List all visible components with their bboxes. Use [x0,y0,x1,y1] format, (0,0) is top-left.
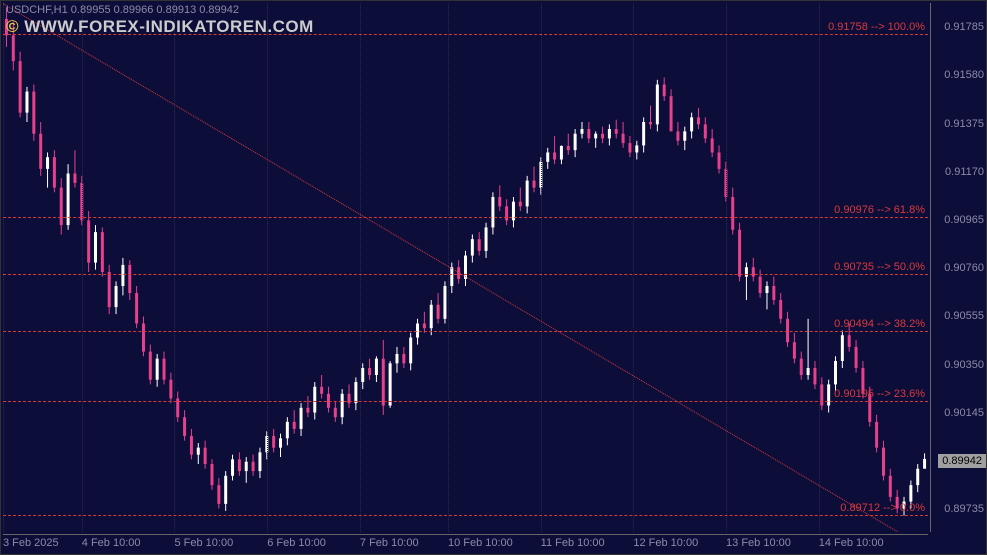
ohlc-values: 0.89955 0.89966 0.89913 0.89942 [71,4,239,16]
x-tick: 4 Feb 10:00 [82,537,141,549]
fib-label: 0.90494 --> 38.2% [834,318,925,331]
y-tick: 0.90555 [944,310,984,322]
x-gridline [726,3,727,532]
x-gridline [82,3,83,532]
watermark: © WWW.FOREX-INDIKATOREN.COM [6,17,314,37]
y-tick: 0.90350 [944,359,984,371]
y-tick: 0.90145 [944,407,984,419]
y-tick: 0.90965 [944,214,984,226]
fib-line [3,331,928,332]
x-gridline [174,3,175,532]
fib-label: 0.89712 --> 0.0% [840,502,925,515]
y-tick: 0.91580 [944,69,984,81]
y-tick: 0.90760 [944,262,984,274]
fib-label: 0.91758 --> 100.0% [828,21,925,34]
fib-label: 0.90976 --> 61.8% [834,204,925,217]
symbol-label: USDCHF,H1 [6,4,68,16]
x-tick: 3 Feb 2025 [3,537,59,549]
candles-layer [3,3,928,532]
x-tick: 13 Feb 10:00 [726,537,791,549]
x-tick: 14 Feb 10:00 [819,537,884,549]
plot-area[interactable]: 0.91758 --> 100.0% 0.90976 --> 61.8% 0.907… [3,3,928,532]
x-gridline [819,3,820,532]
x-gridline [633,3,634,532]
x-tick: 6 Feb 10:00 [267,537,326,549]
y-tick: 0.89735 [944,503,984,515]
x-tick: 10 Feb 10:00 [448,537,513,549]
copyright-symbol: © [6,17,19,36]
x-axis: 3 Feb 2025 4 Feb 10:00 5 Feb 10:00 6 Feb 10… [3,534,928,554]
y-tick: 0.91170 [945,166,984,178]
fib-line [3,274,928,275]
y-tick: 0.91785 [944,21,984,33]
fib-label: 0.90735 --> 50.0% [834,261,925,274]
x-gridline [541,3,542,532]
fib-label: 0.90195 --> 23.6% [834,388,925,401]
y-axis: 0.91785 0.91580 0.91375 0.91170 0.90965 0.907… [930,3,986,532]
ohlc-header: USDCHF,H1 0.89955 0.89966 0.89913 0.8994… [6,4,239,16]
y-tick: 0.91375 [944,118,984,130]
x-tick: 11 Feb 10:00 [541,537,605,549]
chart-container[interactable]: USDCHF,H1 0.89955 0.89966 0.89913 0.8994… [0,0,987,555]
x-gridline [3,3,4,532]
fib-line [3,515,928,516]
watermark-text: WWW.FOREX-INDIKATOREN.COM [24,17,314,36]
x-tick: 12 Feb 10:00 [633,537,698,549]
x-gridline [360,3,361,532]
x-tick: 7 Feb 10:00 [360,537,419,549]
last-price-tag: 0.89942 [938,454,986,468]
x-gridline [267,3,268,532]
fib-line [3,217,928,218]
x-tick: 5 Feb 10:00 [174,537,233,549]
fib-line [3,401,928,402]
